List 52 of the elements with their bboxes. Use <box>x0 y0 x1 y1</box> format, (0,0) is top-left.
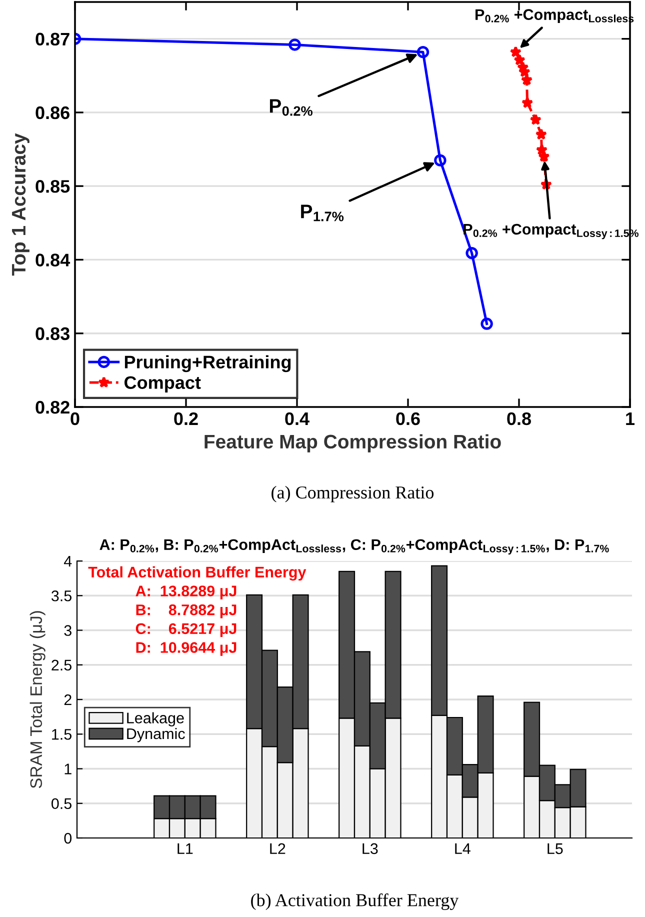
y-tick-label: 3 <box>64 625 72 636</box>
y-tick-label: 3.5 <box>51 590 72 602</box>
y-tick-label: 1.5 <box>52 729 72 740</box>
y-tick-label: 2 <box>64 694 72 706</box>
point <box>530 114 542 125</box>
x-tick-label: 1 <box>626 412 635 425</box>
point <box>521 96 534 108</box>
annotation: P$_{1.7%}$ <box>301 204 344 222</box>
text: (a) Compression Ratio <box>272 486 434 502</box>
annotation: D: 10.9644 μJ <box>136 642 236 656</box>
x-tick-label: 0.6 <box>396 412 420 426</box>
y-tick-label: 1 <box>64 764 72 774</box>
annotation: A: 13.8289 μJ <box>136 586 236 600</box>
point <box>466 246 478 260</box>
point <box>538 150 550 162</box>
point <box>510 46 522 58</box>
y-axis-title: SRAM Total Energy (μJ) <box>30 611 46 788</box>
x-tick-label: L3 <box>362 843 378 854</box>
y-tick-label: 0.87 <box>36 32 70 46</box>
annotation: P$_{0.2%}$ <box>270 99 312 116</box>
y-tick-label: 0.84 <box>36 254 70 266</box>
chart-title: A: P$_{0.2%}$, B: P$_{0.2%}$+CompAct$_{Lossless}$, C: P$_{0.2%}$+CompAct$_{Lossy:1.5%}$, D: P$_{1.7%}$ <box>100 539 609 555</box>
y-tick-label: 2.5 <box>52 660 72 671</box>
x-tick-label: L1 <box>178 843 193 854</box>
y-tick-label: 0.5 <box>52 798 72 810</box>
point <box>416 46 430 58</box>
y-tick-label: 4 <box>64 556 72 567</box>
x-tick-label: L5 <box>548 843 563 854</box>
legend-label: Leakage <box>127 712 184 726</box>
x-tick-label: 0.2 <box>174 412 198 426</box>
point <box>434 154 446 166</box>
point <box>535 128 548 140</box>
y-tick-label: 0.85 <box>36 180 70 193</box>
annotation: Total Activation Buffer Energy <box>88 566 306 581</box>
point <box>480 318 493 330</box>
y-tick-label: 0.86 <box>36 106 70 120</box>
annotation: B: 8.7882 μJ <box>136 604 236 618</box>
x-axis-title: Feature Map Compression Ratio <box>204 434 501 452</box>
y-tick-label: 0.83 <box>36 327 70 340</box>
y-axis-title: Top 1 Accuracy <box>12 133 30 276</box>
point <box>288 38 301 51</box>
legend-label: Pruning+Retraining <box>124 355 291 372</box>
y-tick-label: 0.82 <box>36 400 70 414</box>
text: (b) Activation Buffer Energy <box>251 893 459 910</box>
x-tick-label: 0.4 <box>285 412 310 426</box>
legend-label: Compact <box>124 376 201 393</box>
x-tick-label: L2 <box>270 843 286 854</box>
legend-label: Dynamic <box>127 728 185 742</box>
x-tick-label: L4 <box>455 843 470 854</box>
y-tick-label: 0 <box>64 832 72 844</box>
annotation: C: 6.5217 μJ <box>136 623 236 638</box>
x-tick-label: 0.8 <box>507 412 531 426</box>
